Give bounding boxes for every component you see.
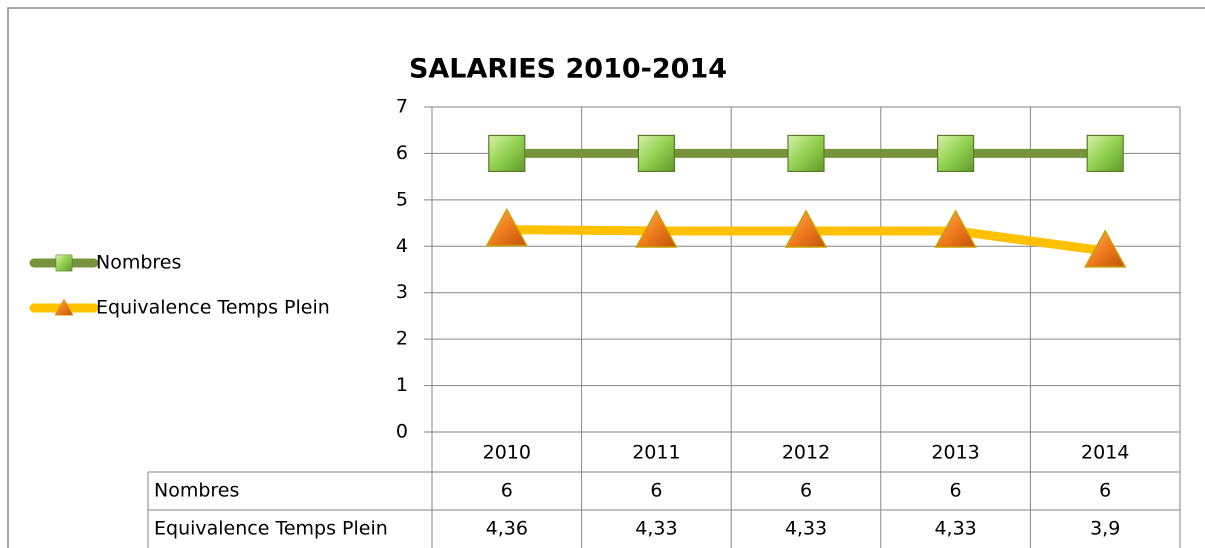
data-point — [936, 134, 975, 173]
table-value: 4,36 — [486, 518, 528, 540]
x-tick-label: 2010 — [483, 442, 531, 464]
x-tick-label: 2013 — [931, 442, 979, 464]
legend-marker — [54, 298, 74, 316]
data-point — [485, 208, 529, 247]
legend-marker — [55, 254, 73, 272]
data-point — [637, 134, 676, 173]
y-tick-label: 3 — [396, 281, 408, 303]
table-value: 4,33 — [934, 518, 976, 540]
legend-label: Equivalence Temps Plein — [96, 297, 330, 319]
y-tick-label: 1 — [396, 374, 408, 396]
y-tick-label: 4 — [396, 235, 408, 257]
table-series-name: Nombres — [154, 480, 239, 502]
data-point — [635, 209, 678, 248]
y-tick-label: 2 — [396, 328, 408, 350]
data-point — [934, 209, 977, 248]
table-value: 4,33 — [785, 518, 827, 540]
table-value: 6 — [1099, 480, 1111, 502]
y-tick-label: 5 — [396, 188, 408, 210]
data-point — [1083, 229, 1127, 268]
y-tick-label: 0 — [396, 421, 408, 443]
table-value: 6 — [501, 480, 513, 502]
table-value: 3,9 — [1090, 518, 1120, 540]
legend-label: Nombres — [96, 252, 181, 274]
chart-border — [7, 7, 1205, 548]
data-point — [787, 134, 825, 173]
chart-title: SALARIES 2010-2014 — [409, 54, 727, 85]
y-tick-label: 6 — [396, 142, 408, 164]
table-value: 6 — [650, 480, 662, 502]
table-value: 6 — [950, 480, 962, 502]
data-point — [1086, 134, 1124, 173]
y-tick-label: 7 — [396, 96, 408, 118]
table-series-name: Equivalence Temps Plein — [154, 518, 388, 540]
data-point — [488, 134, 526, 173]
table-value: 4,33 — [635, 518, 677, 540]
data-point — [784, 209, 828, 248]
x-tick-label: 2014 — [1081, 442, 1129, 464]
table-value: 6 — [800, 480, 812, 502]
x-tick-label: 2011 — [632, 442, 680, 464]
x-tick-label: 2012 — [782, 442, 830, 464]
